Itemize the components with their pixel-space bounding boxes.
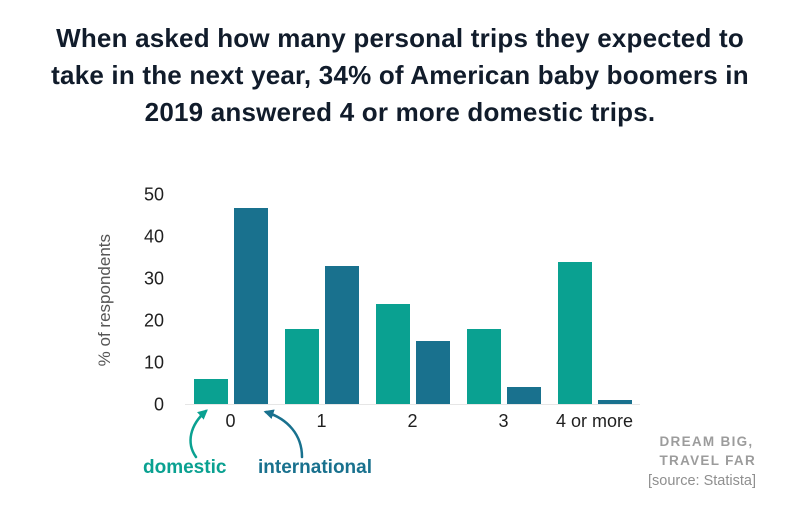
y-axis-label: % of respondents [92,195,118,405]
domestic-bar-0 [193,378,228,404]
y-tick-label-40: 40 [143,226,164,247]
bar-group-4-or-more [549,195,640,404]
y-tick-label-10: 10 [143,352,164,373]
x-tick-label-1: 1 [316,411,327,431]
international-bar-0 [233,207,268,404]
international-bar-1 [324,266,359,404]
domestic-bar-1 [284,328,319,404]
international-bar-4-or-more [597,399,632,404]
chart-title: When asked how many personal trips they … [51,23,749,127]
bar-group-1 [276,195,367,404]
y-tick-label-30: 30 [143,268,164,289]
x-tick-label-2: 2 [407,411,418,431]
x-tick-label-4-or-more: 4 or more [555,411,634,431]
plot-area [185,195,640,405]
domestic-bar-3 [466,328,501,404]
y-tick-label-0: 0 [153,394,164,415]
x-axis-labels: 0 1 2 3 4 or more [185,411,640,432]
source-text: [source: Statista] [648,473,756,489]
legend-international: international [258,457,373,478]
y-tick-label-50: 50 [143,184,164,205]
logo-line-1: DREAM BIG, [659,434,754,449]
bar-group-0 [185,195,276,404]
y-tick-label-20: 20 [143,310,164,331]
x-tick-label-0: 0 [225,411,236,431]
y-axis-ticks: 0 10 20 30 40 50 [120,185,174,415]
x-tick-label-3: 3 [498,411,509,431]
infographic-page: When asked how many personal trips they … [0,20,800,520]
logo-line-2: TRAVEL FAR [659,452,756,468]
bar-group-3 [458,195,549,404]
logo-text: DREAM BIG, TRAVEL FAR [659,433,756,471]
bar-group-2 [367,195,458,404]
international-bar-3 [506,387,541,404]
domestic-bar-2 [375,303,410,404]
domestic-bar-4-or-more [557,261,592,404]
international-bar-2 [415,341,450,404]
legend-domestic: domestic [143,457,227,478]
y-axis-label-text: % of respondents [95,233,114,367]
